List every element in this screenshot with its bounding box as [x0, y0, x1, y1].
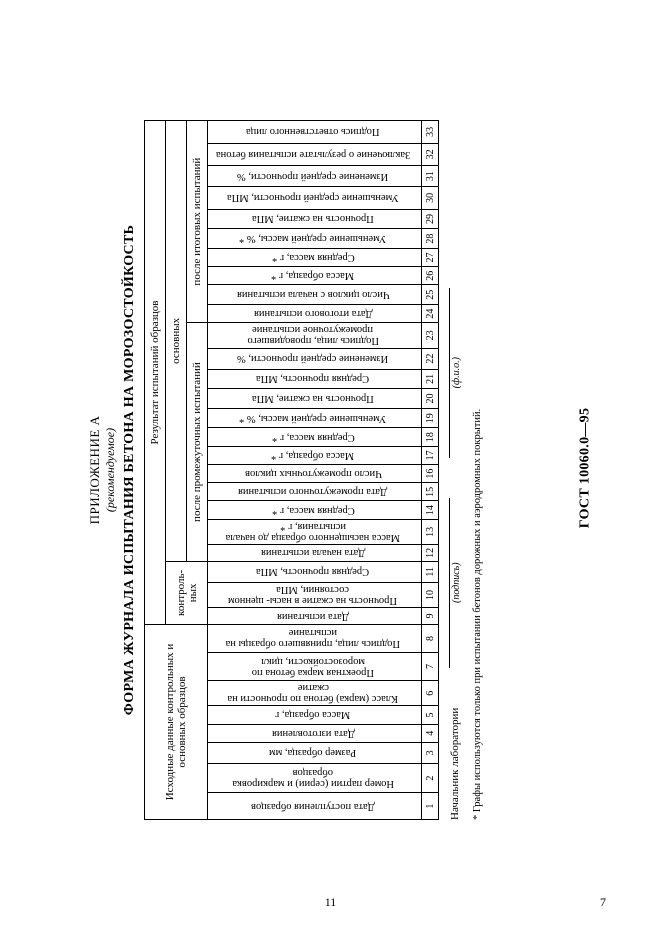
col-num: 19: [422, 408, 439, 428]
vertical-headers-row: Дата поступления образцов Номер партии (…: [208, 121, 422, 820]
col-header: Номер партии (серии) и маркировка образц…: [208, 763, 422, 792]
col-num: 16: [422, 465, 439, 483]
col-num: 13: [422, 519, 439, 544]
col-header: Изменение средней прочности, %: [208, 166, 422, 187]
form-title: ФОРМА ЖУРНАЛА ИСПЫТАНИЯ БЕТОНА НА МОРОЗО…: [122, 120, 138, 820]
col-num: 14: [422, 501, 439, 519]
col-num: 25: [422, 285, 439, 305]
col-num: 4: [422, 724, 439, 742]
col-num: 29: [422, 209, 439, 229]
col-num: 3: [422, 742, 439, 763]
col-num: 5: [422, 706, 439, 724]
col-num: 21: [422, 369, 439, 389]
col-num: 24: [422, 305, 439, 323]
col-header: Масса насыщенного образца до начала испы…: [208, 519, 422, 544]
appendix-label: ПРИЛОЖЕНИЕ А: [87, 120, 103, 820]
group-initial-data: Исходные данные контрольных и основных о…: [145, 624, 208, 819]
col-header: Средняя масса, г *: [208, 501, 422, 519]
rotated-sheet-area: ПРИЛОЖЕНИЕ А (рекомендуемое) ФОРМА ЖУРНА…: [85, 120, 565, 820]
fullname-caption: (ф.и.о.): [451, 288, 462, 458]
col-num: 1: [422, 793, 439, 820]
column-numbers-row: 1 2 3 4 5 6 7 8 9 10 11 12 13 14 15 16 1: [422, 121, 439, 820]
col-num: 15: [422, 483, 439, 501]
col-num: 6: [422, 681, 439, 706]
page-number-center: 11: [325, 895, 337, 910]
col-num: 30: [422, 187, 439, 209]
col-header: Дата изготовления: [208, 724, 422, 742]
col-header: Заключение о результате испытания бетона: [208, 143, 422, 165]
col-header: Уменьшение средней массы, % *: [208, 408, 422, 428]
col-header: Масса образца, г *: [208, 267, 422, 285]
recommended-label: (рекомендуемое): [103, 120, 118, 820]
col-num: 7: [422, 653, 439, 681]
col-num: 18: [422, 428, 439, 446]
col-header: Дата поступления образцов: [208, 793, 422, 820]
col-num: 10: [422, 582, 439, 607]
col-header: Дата начала испытания: [208, 545, 422, 562]
fullname-block: (ф.и.о.): [449, 288, 462, 458]
col-header: Дата итогового испытания: [208, 305, 422, 323]
col-header: Прочность на сжатие в насы- щенном состо…: [208, 582, 422, 607]
col-header: Средняя прочность, МПа: [208, 369, 422, 389]
col-header: Подпись лица, принявшего образцы на испы…: [208, 624, 422, 652]
col-num: 8: [422, 624, 439, 652]
col-num: 27: [422, 248, 439, 266]
col-num: 17: [422, 446, 439, 464]
col-num: 2: [422, 763, 439, 792]
col-header: Прочность на сжатие, МПа: [208, 389, 422, 409]
col-num: 11: [422, 561, 439, 582]
col-num: 31: [422, 166, 439, 187]
col-header: Уменьшение средней прочности, МПа: [208, 187, 422, 209]
page-number-right: 7: [600, 895, 606, 910]
col-header: Средняя масса, г *: [208, 428, 422, 446]
col-header: Подпись ответственного лица: [208, 121, 422, 144]
group-final: после итоговых испытаний: [187, 121, 208, 323]
col-num: 26: [422, 267, 439, 285]
col-header: Средняя прочность, МПа: [208, 561, 422, 582]
col-header: Уменьшение средней массы, % *: [208, 229, 422, 249]
col-header: Класс (марка) бетона по прочности на сжа…: [208, 681, 422, 706]
col-num: 12: [422, 545, 439, 562]
col-num: 23: [422, 323, 439, 348]
col-header: Средняя масса, г *: [208, 248, 422, 266]
col-header: Дата испытания: [208, 608, 422, 625]
form-landscape: ПРИЛОЖЕНИЕ А (рекомендуемое) ФОРМА ЖУРНА…: [85, 120, 565, 820]
footnote: * Графы используются только при испытани…: [472, 120, 483, 820]
signature-area: Начальник лаборатории (подпись) (ф.и.о.): [449, 120, 462, 820]
col-header: Прочность на сжатие, МПа: [208, 209, 422, 229]
group-intermediate: после промежуточных испытаний: [187, 323, 208, 562]
col-header: Масса образца, г: [208, 706, 422, 724]
col-header: Масса образца, г *: [208, 446, 422, 464]
group-results: Результат испытаний образцов: [145, 121, 166, 625]
col-header: Число циклов с начала испытания: [208, 285, 422, 305]
col-header: Число промежуточных циклов: [208, 465, 422, 483]
col-header: Изменение средней прочности, %: [208, 348, 422, 369]
col-num: 28: [422, 229, 439, 249]
col-num: 9: [422, 608, 439, 625]
col-num: 20: [422, 389, 439, 409]
journal-table: Исходные данные контрольных и основных о…: [144, 120, 439, 820]
page: ГОСТ 10060.0—95 ПРИЛОЖЕНИЕ А (рекомендуе…: [0, 0, 661, 935]
gost-code: ГОСТ 10060.0—95: [578, 407, 594, 528]
col-num: 33: [422, 121, 439, 144]
signature-block: (подпись): [449, 498, 462, 668]
col-header: Подпись лица, проводившего промежуточное…: [208, 323, 422, 348]
lab-head-label: Начальник лаборатории: [449, 708, 462, 820]
col-header: Размер образца, мм: [208, 742, 422, 763]
col-num: 22: [422, 348, 439, 369]
col-header: Дата промежуточного испытания: [208, 483, 422, 501]
signature-caption: (подпись): [451, 498, 462, 668]
col-header: Проектная марка бетона по морозостойкост…: [208, 653, 422, 681]
col-num: 32: [422, 143, 439, 165]
group-control: контроль- ных: [166, 561, 208, 624]
group-main: основных: [166, 121, 187, 562]
